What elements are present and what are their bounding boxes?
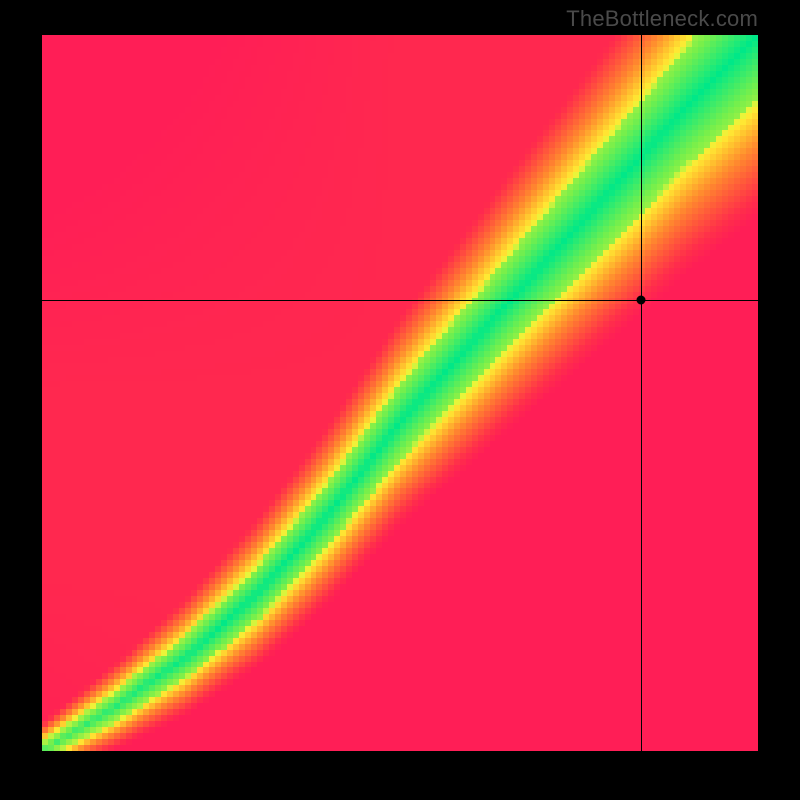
crosshair-vertical [641,35,642,751]
crosshair-horizontal [42,300,758,301]
bottleneck-heatmap [42,35,758,751]
chart-frame: { "watermark": "TheBottleneck.com", "lay… [0,0,800,800]
intersection-marker [636,295,645,304]
watermark-text: TheBottleneck.com [566,6,758,32]
